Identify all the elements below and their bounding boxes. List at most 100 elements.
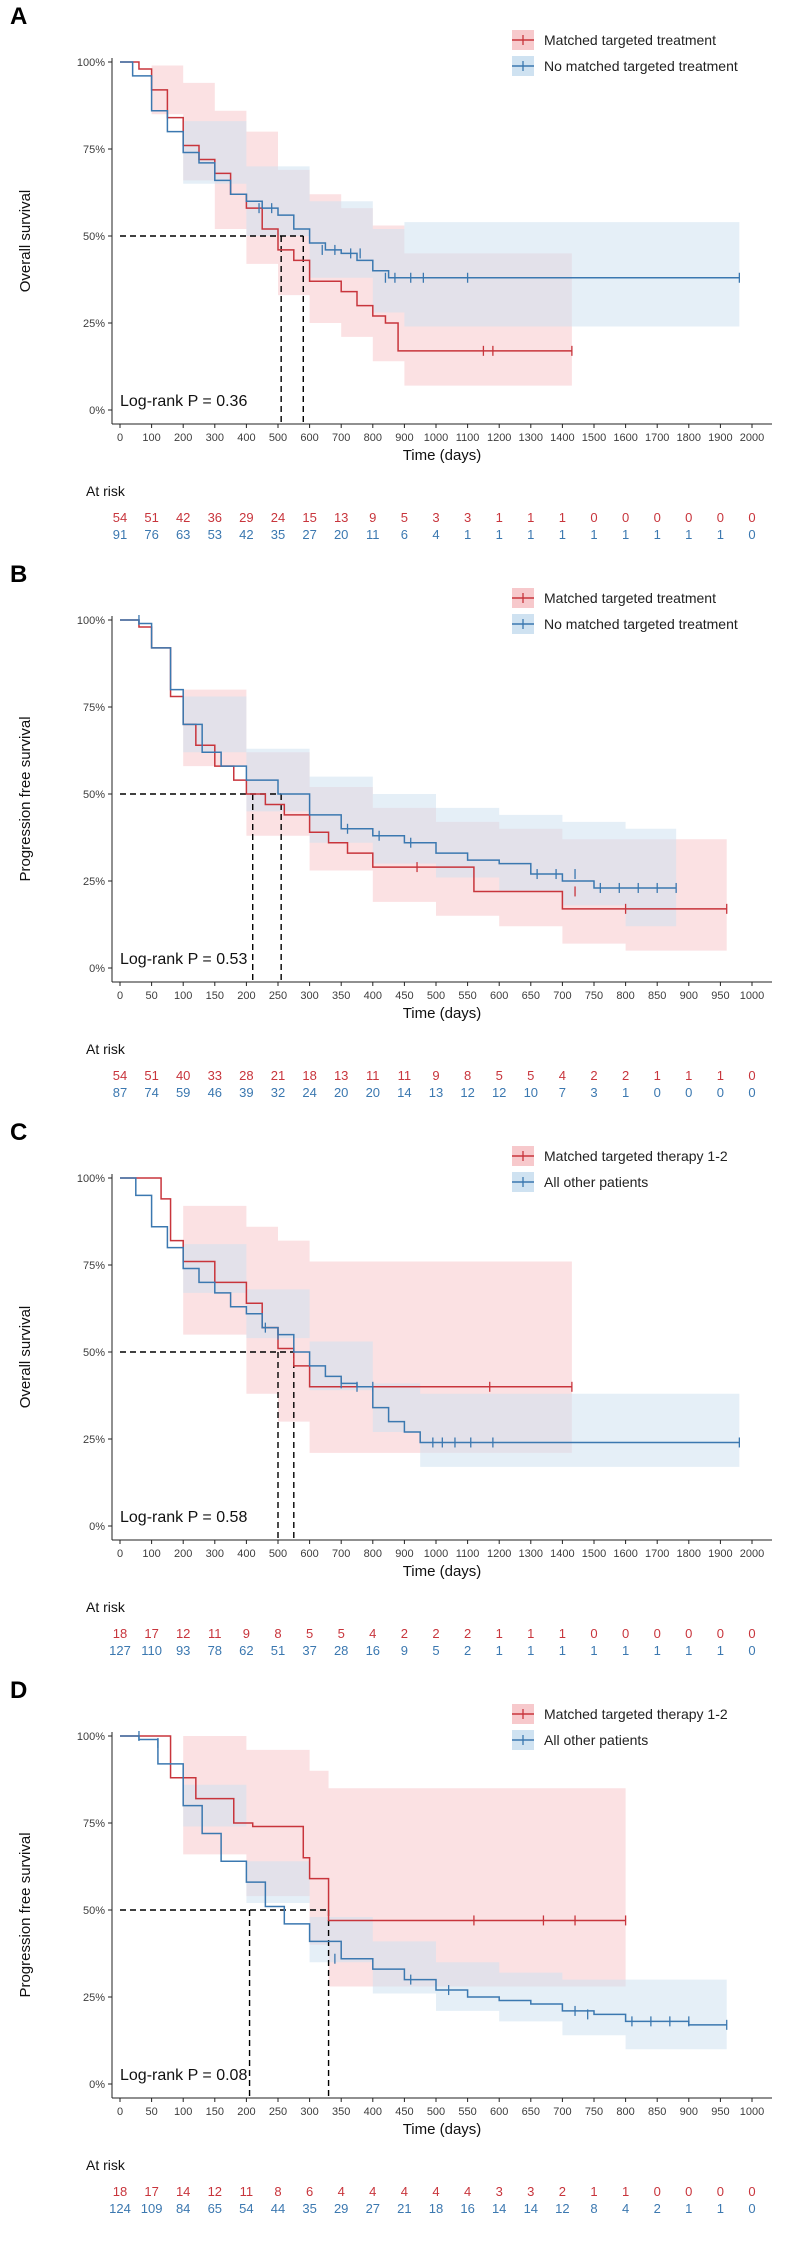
x-tick-label: 2000	[740, 432, 764, 444]
at-risk-count: 3	[590, 1085, 597, 1100]
at-risk-count: 11	[240, 2184, 254, 2199]
at-risk-count: 1	[559, 1643, 566, 1658]
x-tick-label: 300	[206, 432, 224, 444]
panel-label: D	[10, 1677, 27, 1704]
at-risk-count: 2	[464, 1626, 471, 1641]
y-tick-label: 0%	[89, 963, 105, 975]
x-tick-label: 1000	[740, 990, 764, 1002]
x-tick-label: 0	[117, 990, 123, 1002]
at-risk-count: 15	[302, 510, 316, 525]
at-risk-count: 17	[144, 1626, 158, 1641]
x-tick-label: 500	[427, 2106, 445, 2118]
at-risk-count: 11	[366, 527, 380, 542]
at-risk-count: 24	[302, 1085, 316, 1100]
at-risk-count: 11	[208, 1626, 222, 1641]
at-risk-count: 0	[590, 510, 597, 525]
at-risk-count: 5	[527, 1068, 534, 1083]
logrank-annotation: Log-rank P = 0.08	[120, 2067, 247, 2084]
x-tick-label: 700	[553, 990, 571, 1002]
at-risk-count: 54	[239, 2201, 253, 2216]
at-risk-count: 4	[432, 527, 439, 542]
x-tick-label: 800	[616, 990, 634, 1002]
at-risk-count: 18	[302, 1068, 316, 1083]
x-tick-label: 1500	[582, 1548, 606, 1560]
x-tick-label: 1000	[740, 2106, 764, 2118]
panel-label: C	[10, 1119, 27, 1146]
km-curve-other	[120, 1735, 727, 2026]
at-risk-count: 24	[271, 510, 285, 525]
at-risk-count: 4	[401, 2184, 408, 2199]
logrank-annotation: Log-rank P = 0.36	[120, 393, 247, 410]
x-tick-label: 400	[237, 1548, 255, 1560]
at-risk-count: 4	[338, 2184, 345, 2199]
y-tick-label: 0%	[89, 2079, 105, 2091]
x-tick-label: 1200	[487, 432, 511, 444]
y-tick-label: 25%	[83, 1434, 105, 1446]
at-risk-count: 0	[748, 527, 755, 542]
confidence-band-other	[120, 1178, 740, 1471]
x-tick-label: 600	[300, 432, 318, 444]
x-tick-label: 50	[145, 2106, 157, 2118]
y-axis-title: Progression free survival	[17, 1832, 34, 1997]
at-risk-count: 1	[717, 2201, 724, 2216]
legend-entry: No matched targeted treatment	[544, 58, 738, 74]
x-tick-label: 100	[142, 432, 160, 444]
at-risk-count: 33	[208, 1068, 222, 1083]
y-tick-label: 50%	[83, 1905, 105, 1917]
at-risk-count: 3	[464, 510, 471, 525]
x-tick-label: 600	[490, 2106, 508, 2118]
at-risk-count: 21	[397, 2201, 411, 2216]
y-tick-label: 100%	[77, 57, 105, 69]
x-tick-label: 50	[145, 990, 157, 1002]
at-risk-count: 1	[685, 2201, 692, 2216]
at-risk-count: 1	[496, 1626, 503, 1641]
legend-entry: Matched targeted therapy 1-2	[544, 1706, 728, 1722]
x-tick-label: 1300	[519, 432, 543, 444]
x-tick-label: 400	[364, 2106, 382, 2118]
at-risk-count: 76	[144, 527, 158, 542]
x-tick-label: 500	[269, 432, 287, 444]
at-risk-count: 0	[685, 1085, 692, 1100]
at-risk-count: 12	[492, 1085, 506, 1100]
at-risk-count: 46	[208, 1085, 222, 1100]
at-risk-count: 0	[717, 510, 724, 525]
at-risk-count: 1	[590, 1643, 597, 1658]
at-risk-count: 0	[748, 2201, 755, 2216]
at-risk-count: 1	[590, 527, 597, 542]
at-risk-count: 27	[302, 527, 316, 542]
at-risk-count: 2	[590, 1068, 597, 1083]
at-risk-count: 1	[496, 510, 503, 525]
at-risk-count: 42	[176, 510, 190, 525]
at-risk-count: 8	[274, 2184, 281, 2199]
at-risk-count: 0	[654, 1085, 661, 1100]
x-tick-label: 750	[585, 2106, 603, 2118]
at-risk-count: 14	[492, 2201, 506, 2216]
x-tick-label: 1300	[519, 1548, 543, 1560]
at-risk-count: 16	[366, 1643, 380, 1658]
at-risk-count: 0	[622, 1626, 629, 1641]
at-risk-count: 1	[685, 1643, 692, 1658]
km-curve-matched	[120, 1177, 572, 1388]
at-risk-count: 0	[748, 510, 755, 525]
x-tick-label: 200	[237, 990, 255, 1002]
at-risk-count: 78	[208, 1643, 222, 1658]
y-tick-label: 25%	[83, 876, 105, 888]
at-risk-count: 127	[109, 1643, 131, 1658]
km-curve-other	[120, 61, 740, 279]
at-risk-count: 13	[334, 1068, 348, 1083]
x-tick-label: 800	[616, 2106, 634, 2118]
at-risk-count: 4	[622, 2201, 629, 2216]
y-tick-label: 50%	[83, 789, 105, 801]
x-tick-label: 900	[680, 990, 698, 1002]
at-risk-count: 5	[432, 1643, 439, 1658]
x-tick-label: 900	[395, 432, 413, 444]
x-tick-label: 300	[300, 990, 318, 1002]
x-tick-label: 1600	[613, 1548, 637, 1560]
x-tick-label: 850	[648, 990, 666, 1002]
x-tick-label: 0	[117, 432, 123, 444]
logrank-annotation: Log-rank P = 0.53	[120, 951, 247, 968]
at-risk-count: 18	[113, 1626, 127, 1641]
at-risk-count: 14	[524, 2201, 538, 2216]
x-tick-label: 1600	[613, 432, 637, 444]
